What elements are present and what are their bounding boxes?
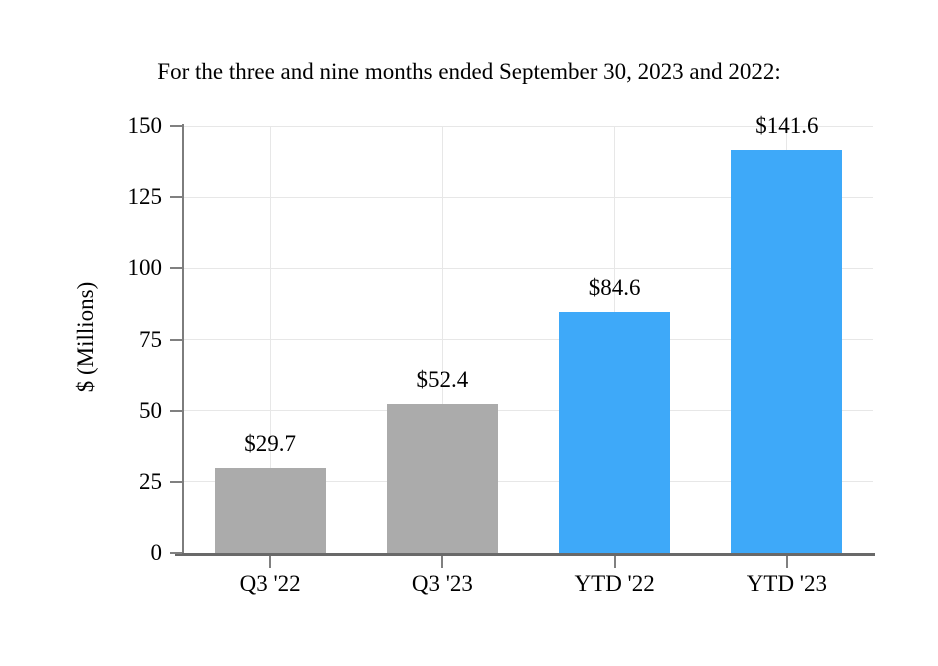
y-axis-line: [182, 124, 184, 554]
y-axis-tick: [170, 480, 182, 483]
y-tick-label: 125: [127, 184, 163, 210]
bar: [215, 468, 326, 553]
bar-value-label: $141.6: [755, 112, 819, 138]
y-axis-tick: [170, 338, 182, 341]
y-tick-label: 150: [127, 113, 163, 138]
x-tick-label: YTD '22: [574, 571, 655, 596]
bar-value-label: $29.7: [244, 431, 296, 457]
y-tick-label: 0: [150, 540, 163, 565]
y-axis-tick: [170, 552, 182, 554]
bar-value-label: $52.4: [416, 366, 469, 392]
bar-value-label: $84.6: [588, 275, 641, 301]
x-axis-line: [175, 553, 875, 556]
x-axis-tick: [269, 556, 272, 568]
y-gridline: [184, 339, 873, 340]
bar: [559, 312, 670, 553]
x-gridline: [441, 126, 443, 553]
y-gridline: [184, 196, 873, 198]
y-axis-tick: [170, 196, 182, 199]
y-axis-tick: [170, 267, 182, 270]
y-axis-tick: [170, 125, 182, 127]
y-gridline: [184, 267, 873, 269]
x-axis-tick: [613, 556, 616, 568]
y-gridline: [184, 125, 873, 127]
x-axis-tick: [785, 556, 788, 568]
x-tick-label: Q3 '22: [239, 571, 301, 596]
x-gridline: [269, 126, 271, 553]
y-axis-tick: [170, 409, 182, 412]
y-tick-label: 25: [139, 468, 162, 494]
y-tick-label: 100: [127, 255, 163, 281]
x-tick-label: YTD '23: [746, 571, 827, 596]
bar: [731, 149, 842, 553]
x-axis-tick: [441, 556, 444, 568]
y-gridline: [184, 481, 873, 483]
x-tick-label: Q3 '23: [411, 571, 473, 596]
chart-title: For the three and nine months ended Sept…: [157, 59, 781, 84]
y-gridline: [184, 410, 873, 412]
y-tick-label: 75: [139, 326, 162, 352]
y-tick-label: 50: [139, 397, 162, 423]
bar: [387, 403, 498, 553]
